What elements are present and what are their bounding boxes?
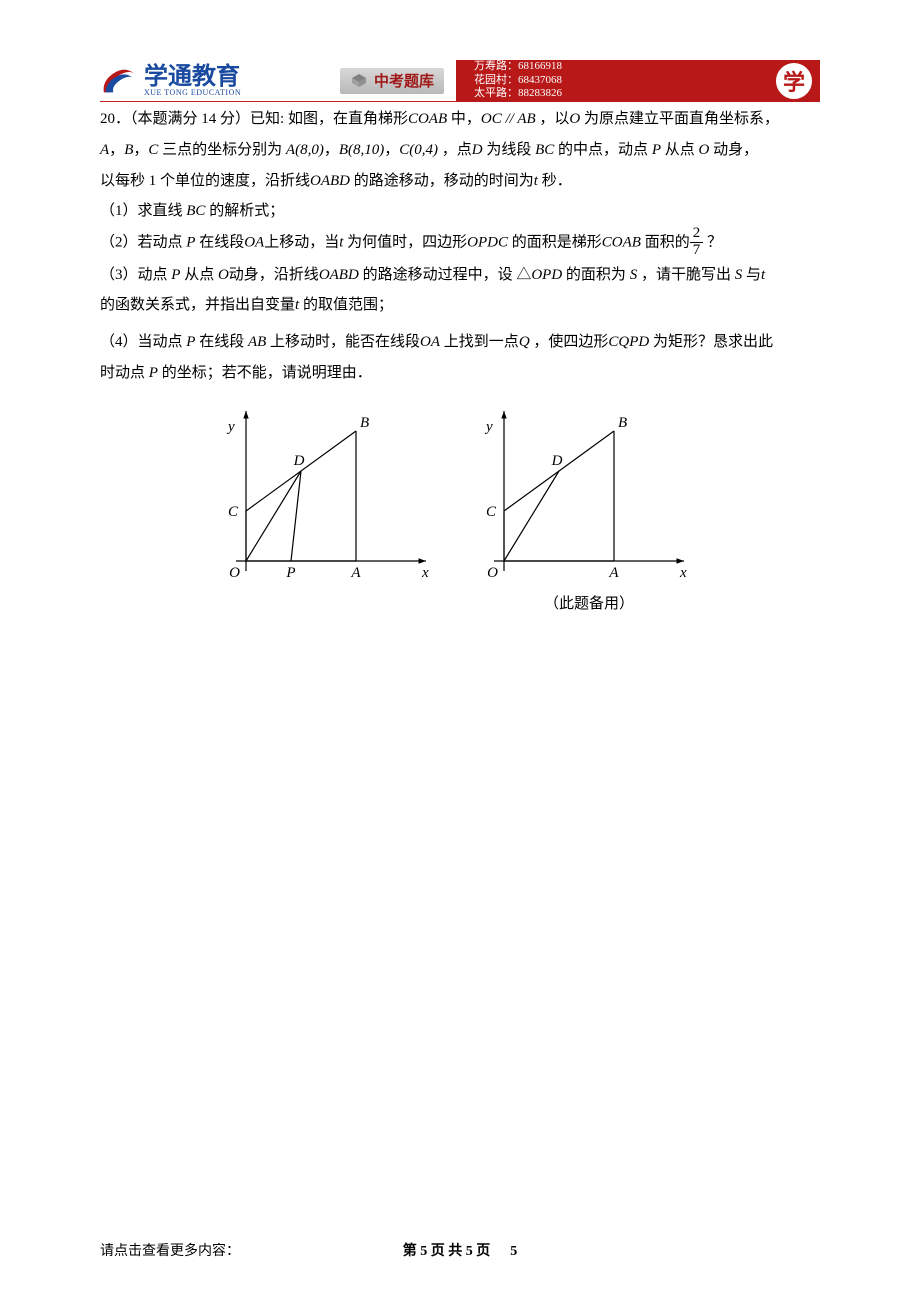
question-1: （1）求直线 BC 的解析式； — [100, 196, 820, 227]
problem-line-1: 20．（本题满分 14 分）已知: 如图，在直角梯形COAB 中，OC // A… — [100, 104, 820, 135]
diagram-left: y x O A B C D P — [216, 401, 446, 613]
logo-swoosh-icon — [100, 64, 138, 98]
logo-cn-text: 学通教育 — [144, 65, 241, 89]
red-strip: 万寿路：68166918 花园村：68437068 太平路：88283826 学 — [456, 60, 820, 102]
problem-body: 20．（本题满分 14 分）已知: 如图，在直角梯形COAB 中，OC // A… — [100, 104, 820, 389]
svg-text:B: B — [618, 415, 627, 431]
diagram-right-svg: y x O A B C D — [474, 401, 704, 581]
problem-line-3: 以每秒 1 个单位的速度，沿折线OABD 的路途移动，移动的时间为t 秒． — [100, 166, 820, 197]
question-3-line-1: （3）动点 P 从点 O动身，沿折线OABD 的路途移动过程中，设 △OPD 的… — [100, 260, 820, 291]
mid-badge: 中考题库 — [340, 68, 444, 94]
diagram-caption: （此题备用） — [474, 592, 704, 613]
svg-text:y: y — [484, 419, 493, 435]
footer-center: 第 5 页 共 5 页5 — [100, 1240, 820, 1260]
question-2: （2）若动点 P 在线段OA上移动，当t 为何值时，四边形OPDC 的面积是梯形… — [100, 227, 820, 260]
problem-line-2: A，B，C 三点的坐标分别为 A(8,0)，B(8,10)，C(0,4) ，点D… — [100, 135, 820, 166]
svg-text:x: x — [679, 565, 687, 581]
contact-line: 万寿路：68166918 — [474, 60, 562, 74]
svg-text:C: C — [228, 504, 239, 520]
mid-badge-text: 中考题库 — [374, 70, 434, 91]
contact-line: 花园村：68437068 — [474, 74, 562, 88]
header-banner: 学通教育 XUE TONG EDUCATION 中考题库 万寿路：6816691… — [100, 60, 820, 102]
question-3-line-2: 的函数关系式，并指出自变量t 的取值范围； — [100, 290, 820, 321]
svg-text:O: O — [229, 565, 240, 581]
diagram-left-svg: y x O A B C D P — [216, 401, 446, 581]
logo-block: 学通教育 XUE TONG EDUCATION — [100, 64, 340, 98]
svg-text:C: C — [486, 504, 497, 520]
contact-line: 太平路：88283826 — [474, 87, 562, 101]
book-icon — [350, 72, 368, 90]
xue-circle-icon: 学 — [776, 63, 812, 99]
problem-number: 20 — [100, 111, 115, 127]
svg-text:x: x — [421, 565, 429, 581]
logo-en-text: XUE TONG EDUCATION — [144, 89, 241, 97]
svg-text:B: B — [360, 415, 369, 431]
contact-list: 万寿路：68166918 花园村：68437068 太平路：88283826 — [474, 60, 562, 101]
diagrams-row: y x O A B C D P y x O A B C D （此题备用） — [100, 401, 820, 613]
page-footer: 请点击查看更多内容： 第 5 页 共 5 页5 — [100, 1240, 820, 1260]
svg-text:P: P — [285, 565, 295, 581]
score-text: （本题满分 14 分） — [130, 111, 250, 127]
svg-text:D: D — [293, 453, 305, 469]
svg-text:O: O — [487, 565, 498, 581]
footer-page-num: 5 — [510, 1244, 517, 1259]
svg-text:D: D — [551, 453, 563, 469]
question-4-line-2: 时动点 P 的坐标；若不能，请说明理由． — [100, 358, 820, 389]
question-4-line-1: （4）当动点 P 在线段 AB 上移动时，能否在线段OA 上找到一点Q ，使四边… — [100, 327, 820, 358]
svg-text:A: A — [608, 565, 619, 581]
svg-text:y: y — [226, 419, 235, 435]
diagram-right: y x O A B C D （此题备用） — [474, 401, 704, 613]
svg-text:A: A — [350, 565, 361, 581]
